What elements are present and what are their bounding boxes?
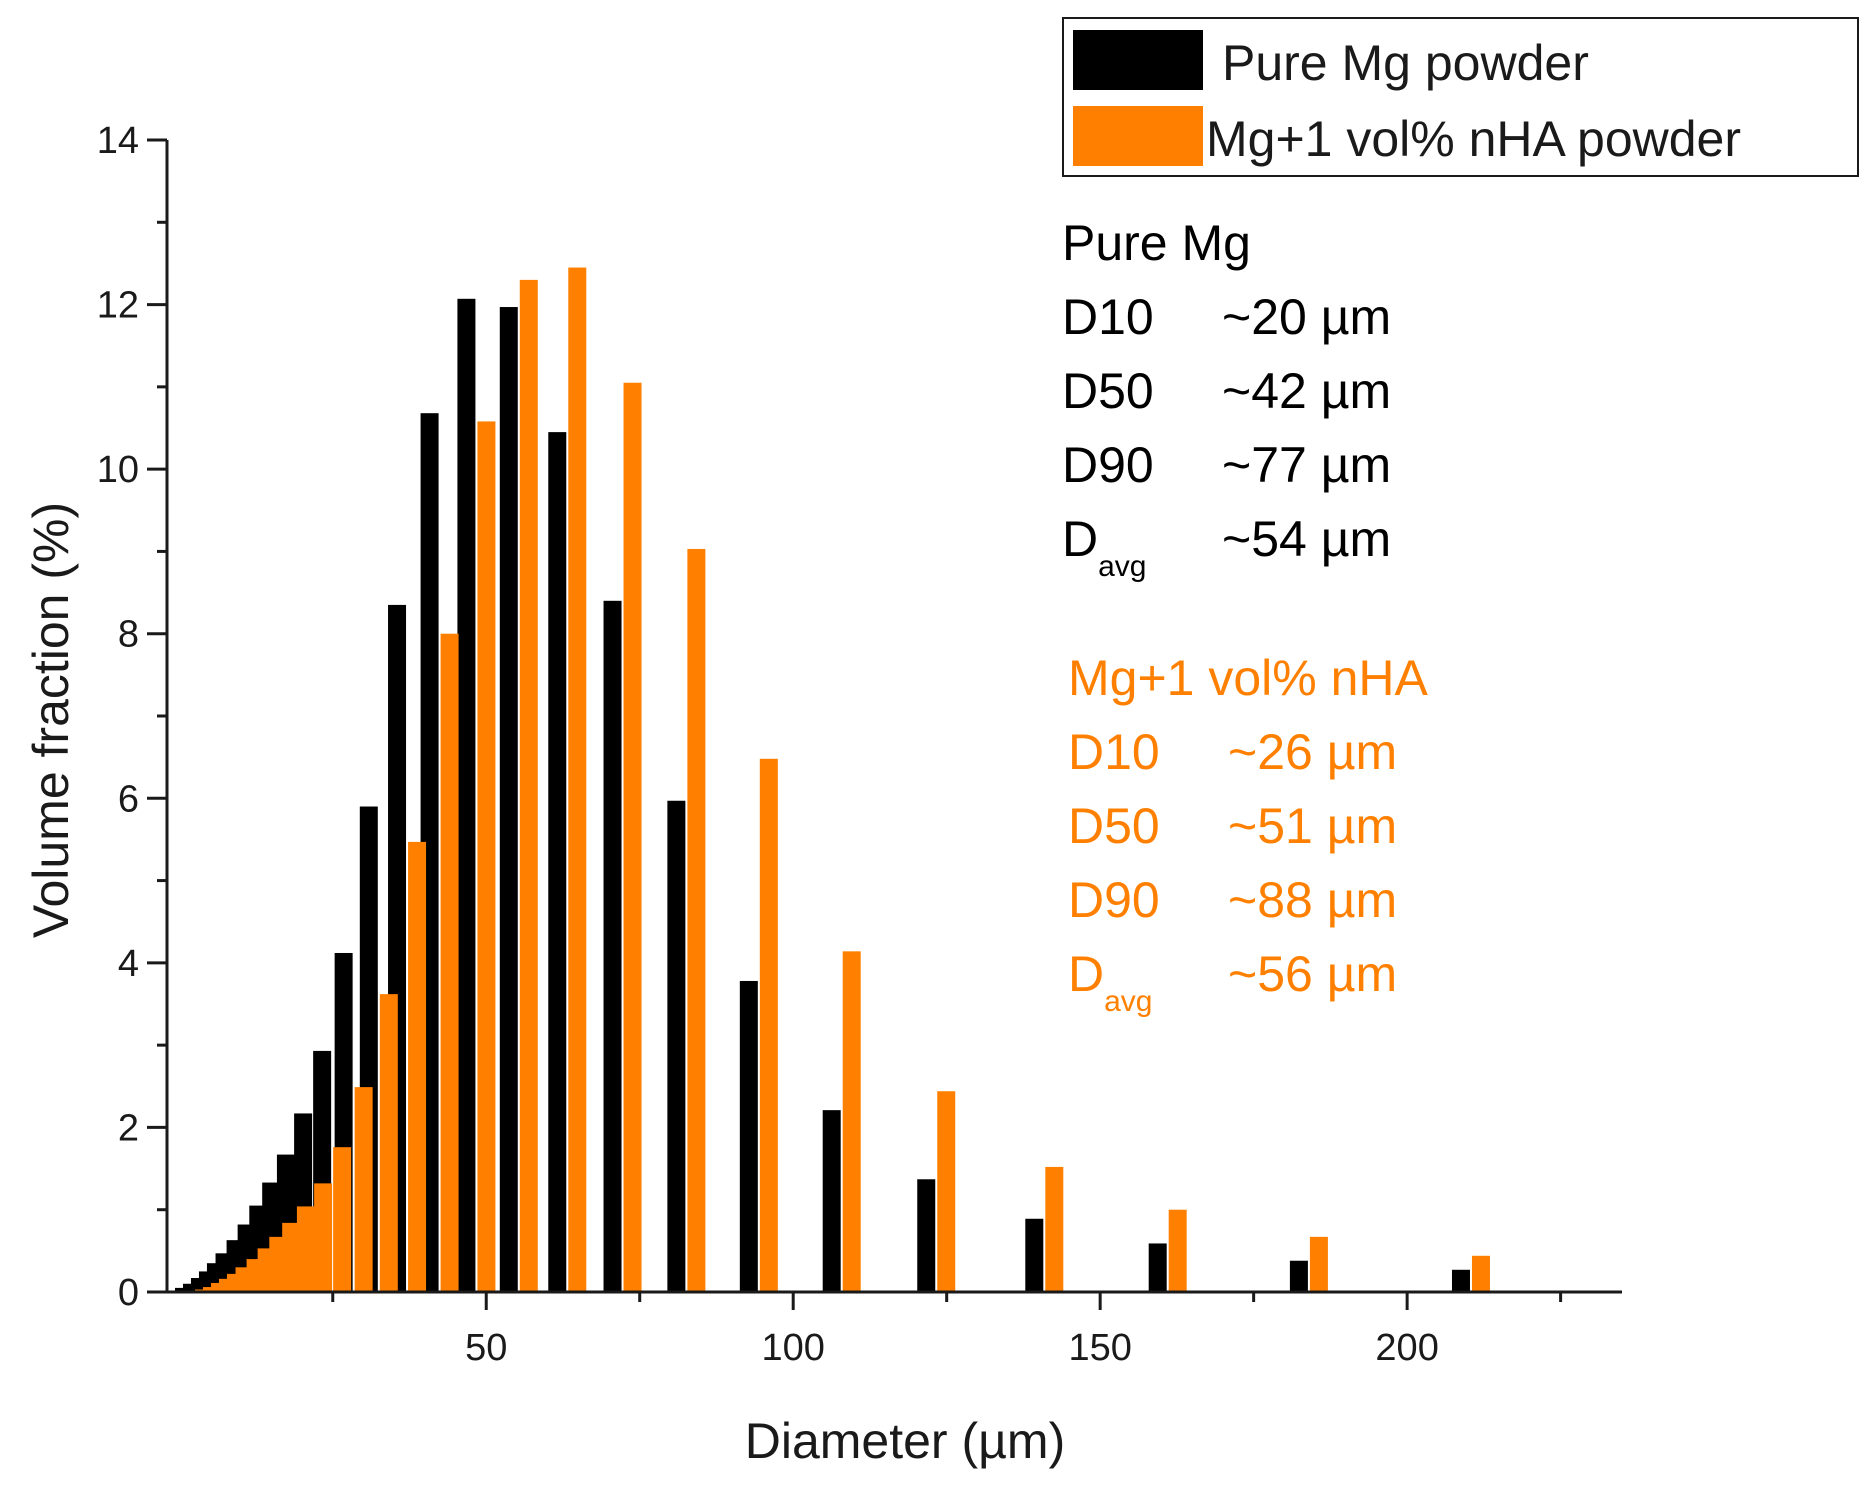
legend-label-pure-mg: Pure Mg powder	[1222, 35, 1589, 91]
bar-mg-nha	[1309, 1236, 1328, 1292]
y-tick-label: 0	[118, 1272, 139, 1314]
stats-label: D10	[1062, 289, 1154, 345]
bar-pure-mg	[548, 432, 567, 1293]
legend-label-mg-nha: Mg+1 vol% nHA powder	[1206, 111, 1741, 167]
bar-pure-mg	[1148, 1243, 1167, 1292]
y-axis-ticks: 0 2 4 6 8 10 12 14	[97, 120, 167, 1314]
bars-mg-nha	[195, 267, 1490, 1293]
x-tick-label: 100	[761, 1327, 824, 1369]
y-axis-label: Volume fraction (%)	[23, 502, 79, 938]
bar-pure-mg	[739, 980, 758, 1292]
x-axis-ticks: 50 100 150 200	[331, 1292, 1563, 1369]
stats-label: Davg	[1068, 946, 1152, 1018]
bar-mg-nha	[408, 841, 427, 1292]
bar-mg-nha	[379, 994, 398, 1292]
bar-pure-mg	[667, 800, 686, 1292]
bar-pure-mg	[1025, 1218, 1044, 1292]
bar-mg-nha	[623, 382, 642, 1292]
x-tick-label: 50	[465, 1327, 507, 1369]
stats-value: ~26 µm	[1228, 724, 1397, 780]
x-tick-label: 150	[1068, 1327, 1131, 1369]
y-tick-label: 6	[118, 778, 139, 820]
stats-value: ~88 µm	[1228, 872, 1397, 928]
stats-pure-mg: Pure Mg D10 ~20 µm D50 ~42 µm D90 ~77 µm Davg ~5…	[1062, 215, 1391, 583]
stats-mg-nha: Mg+1 vol% nHA D10 ~26 µm D50 ~51 µm D90 ~88 µm…	[1068, 650, 1429, 1018]
y-tick-label: 2	[118, 1107, 139, 1149]
stats-label: D50	[1062, 363, 1154, 419]
x-axis-label: Diameter (µm)	[745, 1413, 1065, 1469]
bar-pure-mg	[917, 1179, 936, 1292]
stats-label: D90	[1062, 437, 1154, 493]
y-tick-label: 12	[97, 285, 139, 327]
stats-label: D90	[1068, 872, 1160, 928]
stats-label: D50	[1068, 798, 1160, 854]
y-tick-label: 14	[97, 120, 139, 162]
bar-pure-mg	[822, 1110, 841, 1292]
bar-mg-nha	[937, 1091, 956, 1292]
bar-mg-nha	[440, 633, 459, 1292]
y-tick-label: 10	[97, 449, 139, 491]
bar-mg-nha	[282, 1222, 301, 1292]
stats-value: ~54 µm	[1222, 511, 1391, 567]
legend-swatch-pure-mg	[1073, 30, 1203, 90]
stats-label: Davg	[1062, 511, 1146, 583]
bar-mg-nha	[333, 1147, 352, 1292]
bar-mg-nha	[519, 279, 538, 1292]
bar-mg-nha	[568, 267, 587, 1292]
legend: Pure Mg powder Mg+1 vol% nHA powder	[1062, 17, 1859, 177]
bar-pure-mg	[1289, 1260, 1308, 1292]
bar-mg-nha	[1045, 1166, 1064, 1292]
stats-value: ~51 µm	[1228, 798, 1397, 854]
bar-mg-nha	[1168, 1209, 1187, 1292]
stats-title: Mg+1 vol% nHA	[1068, 650, 1429, 706]
bar-mg-nha	[314, 1183, 333, 1292]
bar-mg-nha	[354, 1087, 373, 1292]
y-tick-label: 8	[118, 614, 139, 656]
stats-value: ~77 µm	[1222, 437, 1391, 493]
stats-value: ~42 µm	[1222, 363, 1391, 419]
stats-value: ~56 µm	[1228, 946, 1397, 1002]
bar-mg-nha	[1471, 1255, 1490, 1292]
bar-pure-mg	[603, 600, 622, 1292]
stats-label: D10	[1068, 724, 1160, 780]
bar-pure-mg	[1451, 1269, 1470, 1292]
bar-mg-nha	[296, 1206, 315, 1292]
y-tick-label: 4	[118, 943, 139, 985]
bar-pure-mg	[457, 298, 476, 1293]
bar-mg-nha	[842, 951, 861, 1292]
stats-title: Pure Mg	[1062, 215, 1251, 271]
stats-value: ~20 µm	[1222, 289, 1391, 345]
x-tick-label: 200	[1375, 1327, 1438, 1369]
legend-swatch-mg-nha	[1073, 106, 1203, 166]
bar-pure-mg	[499, 307, 518, 1292]
bar-mg-nha	[759, 758, 778, 1292]
bar-mg-nha	[477, 421, 496, 1293]
bar-mg-nha	[687, 548, 706, 1292]
